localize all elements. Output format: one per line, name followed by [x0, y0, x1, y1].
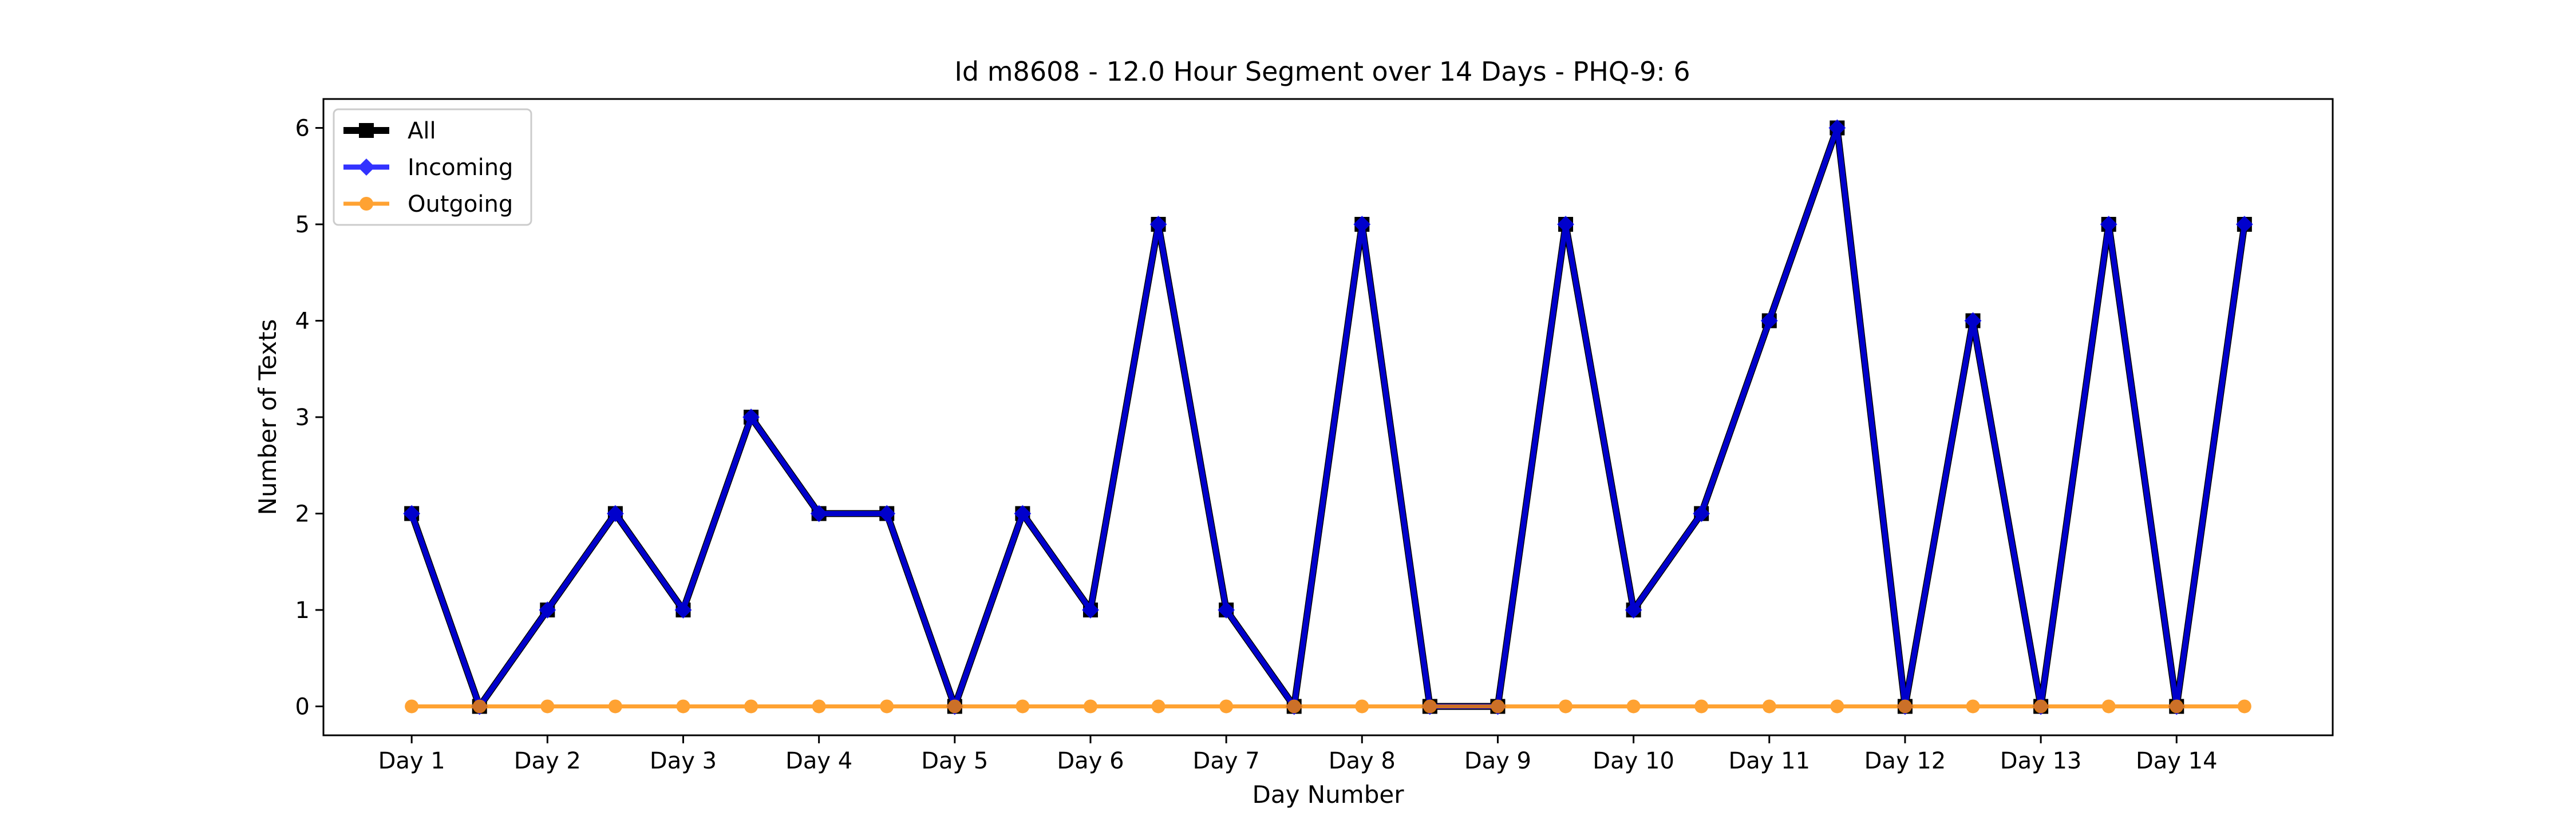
- x-tick-label: Day 6: [1057, 748, 1124, 774]
- data-point: [1423, 699, 1437, 714]
- data-point: [2170, 699, 2184, 714]
- data-point: [539, 601, 556, 619]
- data-point: [812, 699, 826, 714]
- x-tick-label: Day 3: [650, 748, 717, 774]
- x-tick-label: Day 9: [1464, 748, 1531, 774]
- data-point: [1083, 699, 1097, 714]
- data-point: [878, 505, 896, 522]
- legend-label: Incoming: [408, 154, 513, 181]
- data-point: [810, 505, 828, 522]
- x-tick-label: Day 5: [921, 748, 988, 774]
- legend-marker: [358, 159, 375, 176]
- x-tick-label: Day 2: [514, 748, 581, 774]
- legend-label: All: [408, 118, 436, 144]
- data-point: [403, 505, 421, 522]
- data-point: [674, 601, 692, 619]
- data-point: [1760, 312, 1778, 330]
- legend-marker: [359, 197, 373, 211]
- legend-entry: [343, 159, 389, 176]
- legend-entry: [343, 123, 389, 138]
- data-point: [947, 699, 962, 714]
- legend: All Incoming Outgoing: [333, 108, 532, 226]
- x-tick-label: Day 11: [1728, 748, 1810, 774]
- x-tick-label: Day 12: [1864, 748, 1946, 774]
- data-point: [676, 699, 690, 714]
- data-point: [606, 505, 624, 522]
- legend-entry: [343, 197, 389, 211]
- legend-label: Outgoing: [408, 191, 513, 217]
- data-point: [405, 699, 419, 714]
- x-tick-label: Day 10: [1593, 748, 1674, 774]
- legend-marker: [359, 123, 374, 138]
- data-point: [540, 699, 555, 714]
- data-point: [1830, 699, 1844, 714]
- plot-area: [403, 119, 2253, 715]
- y-tick-label: 3: [295, 405, 310, 431]
- data-point: [742, 409, 760, 426]
- data-point: [472, 699, 487, 714]
- chart-title: Id m8608 - 12.0 Hour Segment over 14 Day…: [954, 56, 1690, 87]
- data-point: [608, 699, 622, 714]
- x-tick-label: Day 14: [2136, 748, 2218, 774]
- legend-box: [333, 108, 532, 226]
- data-point: [1287, 699, 1301, 714]
- y-tick-label: 2: [295, 501, 310, 527]
- data-point: [880, 699, 894, 714]
- x-tick-label: Day 8: [1329, 748, 1396, 774]
- data-point: [1966, 699, 1980, 714]
- y-tick-label: 4: [295, 308, 310, 335]
- data-point: [1694, 699, 1709, 714]
- data-point: [1355, 699, 1369, 714]
- y-tick-label: 1: [295, 597, 310, 624]
- y-axis-label: Number of Texts: [254, 319, 282, 516]
- data-point: [1218, 601, 1235, 619]
- y-tick-label: 6: [295, 116, 310, 142]
- data-point: [2235, 216, 2253, 233]
- data-point: [1016, 699, 1030, 714]
- data-point: [2100, 216, 2117, 233]
- data-point: [1491, 699, 1505, 714]
- x-tick-label: Day 13: [2000, 748, 2082, 774]
- y-tick-label: 0: [295, 694, 310, 720]
- data-point: [1693, 505, 1710, 522]
- data-point: [1828, 119, 1846, 137]
- data-point: [1081, 601, 1099, 619]
- data-point: [2034, 699, 2048, 714]
- x-tick-label: Day 7: [1193, 748, 1260, 774]
- data-point: [1964, 312, 1982, 330]
- data-point: [1625, 601, 1642, 619]
- data-point: [2237, 699, 2251, 714]
- data-point: [1898, 699, 1912, 714]
- data-point: [1151, 699, 1165, 714]
- data-point: [744, 699, 758, 714]
- x-tick-label: Day 1: [378, 748, 445, 774]
- series-line: [409, 125, 2247, 709]
- y-axis: 0 1 2 3 4 5 6: [295, 116, 323, 720]
- data-point: [1626, 699, 1641, 714]
- x-tick-label: Day 4: [785, 748, 852, 774]
- data-point: [1559, 699, 1573, 714]
- data-point: [1219, 699, 1234, 714]
- x-axis-label: Day Number: [1252, 781, 1404, 809]
- data-point: [1014, 505, 1032, 522]
- data-point: [1557, 216, 1575, 233]
- data-point: [1762, 699, 1776, 714]
- data-point: [2101, 699, 2116, 714]
- data-point: [1353, 216, 1371, 233]
- y-tick-label: 5: [295, 212, 310, 238]
- x-axis: Day 1 Day 2 Day 3 Day 4 Day 5 Day 6 Day 7 Day 8…: [378, 735, 2218, 774]
- data-point: [1149, 216, 1167, 233]
- series-outgoing: [405, 699, 2251, 714]
